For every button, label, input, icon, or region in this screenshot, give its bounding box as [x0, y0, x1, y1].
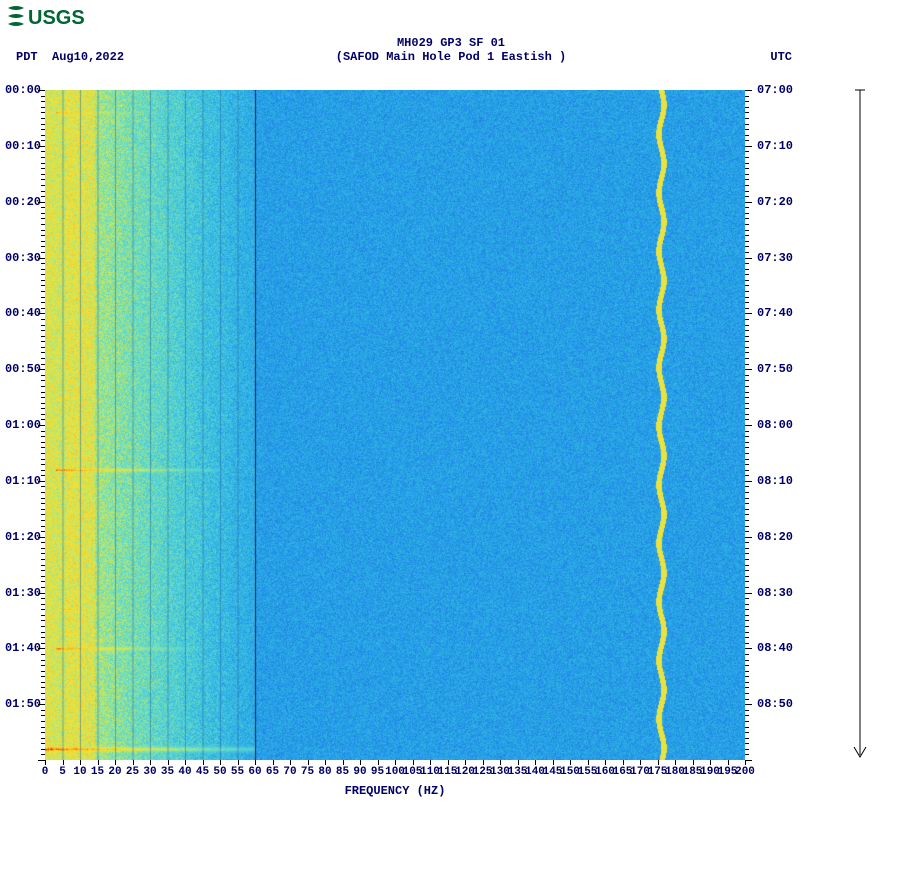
y-left-tick: 00:30 — [1, 251, 41, 265]
x-tick: 45 — [196, 766, 209, 778]
x-tick: 65 — [266, 766, 279, 778]
chart-title-line2: (SAFOD Main Hole Pod 1 Eastish ) — [0, 50, 902, 64]
x-tick: 0 — [42, 766, 49, 778]
y-left-tick: 01:00 — [1, 418, 41, 432]
y-right-tick: 08:50 — [757, 697, 793, 711]
x-tick: 70 — [283, 766, 296, 778]
x-tick: 10 — [73, 766, 86, 778]
y-right-tick: 08:10 — [757, 474, 793, 488]
x-tick: 60 — [248, 766, 261, 778]
side-marker-arrow — [845, 85, 875, 785]
x-tick: 30 — [143, 766, 156, 778]
x-tick: 5 — [59, 766, 66, 778]
usgs-logo: USGS — [6, 4, 90, 34]
x-tick: 40 — [178, 766, 191, 778]
x-axis-label: FREQUENCY (HZ) — [45, 784, 745, 798]
tz-left-label: PDT Aug10,2022 — [16, 50, 124, 64]
y-right-tick: 08:00 — [757, 418, 793, 432]
y-left-tick: 00:40 — [1, 306, 41, 320]
x-tick: 90 — [353, 766, 366, 778]
y-right-tick: 07:50 — [757, 362, 793, 376]
y-left-tick: 01:50 — [1, 697, 41, 711]
x-tick: 50 — [213, 766, 226, 778]
x-tick: 80 — [318, 766, 331, 778]
tz-right-label: UTC — [770, 50, 792, 64]
x-tick: 15 — [91, 766, 104, 778]
spectrogram-canvas — [45, 90, 745, 760]
spectrogram-plot — [45, 90, 745, 764]
x-tick: 85 — [336, 766, 349, 778]
y-right-tick: 07:10 — [757, 139, 793, 153]
x-tick: 25 — [126, 766, 139, 778]
x-tick: 20 — [108, 766, 121, 778]
y-right-tick: 08:40 — [757, 641, 793, 655]
y-right-tick: 08:20 — [757, 530, 793, 544]
y-right-tick: 08:30 — [757, 586, 793, 600]
y-left-tick: 00:50 — [1, 362, 41, 376]
x-tick: 35 — [161, 766, 174, 778]
date-label: Aug10,2022 — [52, 50, 124, 64]
y-right-tick: 07:00 — [757, 83, 793, 97]
y-left-tick: 01:40 — [1, 641, 41, 655]
y-left-tick: 01:20 — [1, 530, 41, 544]
page-root: USGS MH029 GP3 SF 01 (SAFOD Main Hole Po… — [0, 0, 902, 892]
x-tick: 200 — [735, 766, 755, 778]
x-tick: 95 — [371, 766, 384, 778]
y-left-tick: 00:10 — [1, 139, 41, 153]
usgs-logo-text: USGS — [28, 7, 85, 29]
x-tick: 75 — [301, 766, 314, 778]
y-left-tick: 00:00 — [1, 83, 41, 97]
y-right-tick: 07:40 — [757, 306, 793, 320]
chart-title-line1: MH029 GP3 SF 01 — [0, 36, 902, 50]
y-left-tick: 01:10 — [1, 474, 41, 488]
y-left-tick: 01:30 — [1, 586, 41, 600]
y-right-tick: 07:30 — [757, 251, 793, 265]
y-right-tick: 07:20 — [757, 195, 793, 209]
x-tick: 55 — [231, 766, 244, 778]
y-left-tick: 00:20 — [1, 195, 41, 209]
